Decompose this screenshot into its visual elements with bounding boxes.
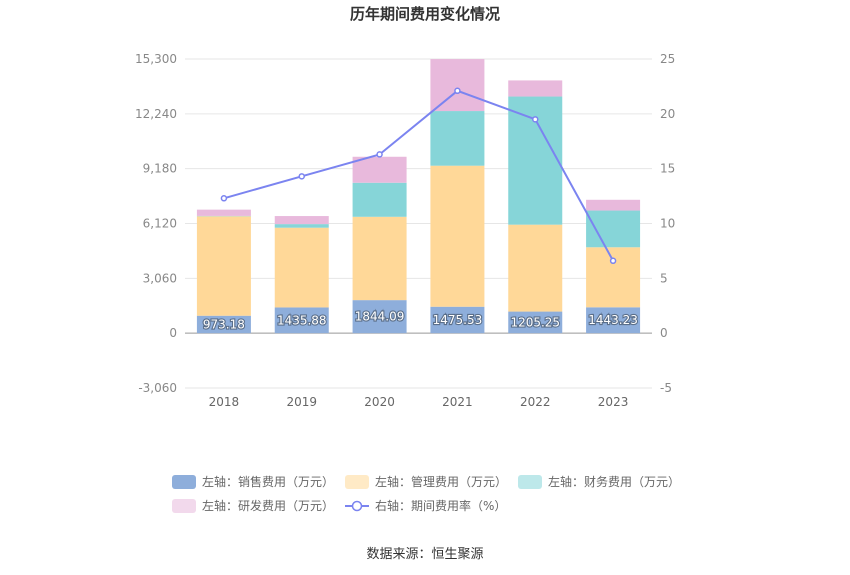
right-tick-label: 15 [660,162,675,176]
bar-segment [508,80,563,97]
x-tick-label: 2018 [209,395,240,409]
left-axis: 15,300 12,240 9,180 6,120 3,060 0 -3,060 [135,52,177,395]
legend-label: 左轴：财务费用（万元） [548,474,680,489]
rate-line [220,87,617,265]
right-tick-label: 10 [660,217,675,231]
bar-segment [508,96,563,225]
bar-value-label: 1435.88 [277,313,327,327]
legend-item: 左轴：研发费用（万元） [172,498,334,513]
legend-label: 左轴：管理费用（万元） [375,474,507,489]
bar-segment [274,216,329,225]
left-tick-label: 6,120 [143,217,177,231]
bar-segment [274,224,329,228]
bar-segment [352,156,407,183]
x-tick-label: 2023 [598,395,629,409]
legend-item: 左轴：管理费用（万元） [345,474,507,489]
legend: 左轴：销售费用（万元） 左轴：管理费用（万元） 左轴：财务费用（万元） 左轴：研发费用… [172,474,680,513]
legend-label: 右轴：期间费用率（%） [375,498,506,513]
rate-point [454,87,461,95]
bar-segment [274,307,329,334]
bar-segment [430,165,485,307]
bar-segment [586,247,641,308]
bar-segment [352,216,407,301]
right-tick-label: 20 [660,107,675,121]
bar-value-label: 1475.53 [433,313,483,327]
right-tick-label: 25 [660,52,675,66]
bar-segment [430,111,485,166]
rate-point [376,151,383,158]
legend-swatch [172,499,196,513]
legend-label: 左轴：研发费用（万元） [202,498,334,513]
left-tick-label: 0 [169,326,177,340]
left-tick-label: 12,240 [135,107,177,121]
bar-value-label: 1844.09 [355,310,405,324]
bar-segment [430,306,485,334]
bars [196,59,641,334]
source-note: 数据来源：恒生聚源 [366,547,483,562]
right-tick-label: 5 [660,271,668,285]
bar-value-label: 973.18 [203,317,245,331]
legend-swatch [518,475,542,489]
bar-segment [430,59,485,112]
legend-swatch [345,475,369,489]
legend-label: 左轴：销售费用（万元） [202,474,334,489]
bar-segment [586,307,641,334]
bar-segment [196,209,251,216]
x-tick-label: 2022 [520,395,551,409]
bar-segment [352,182,407,217]
left-tick-label: 9,180 [143,162,177,176]
legend-item: 左轴：销售费用（万元） [172,474,334,489]
legend-marker [351,500,363,512]
bar-segment [274,227,329,308]
rate-point [298,173,305,180]
bar-value-label: 1205.25 [510,315,560,329]
bar-segment [196,216,251,316]
x-tick-label: 2019 [286,395,317,409]
right-tick-label: 0 [660,326,668,340]
bar-segment [196,315,251,334]
bar-value-label: 1443.23 [588,313,638,327]
rate-point [609,257,617,265]
legend-swatch [172,475,196,489]
legend-item: 右轴：期间费用率（%） [345,498,506,513]
bar-segment [508,311,563,334]
rate-point [532,116,539,123]
chart-title: 历年期间费用变化情况 [350,5,500,23]
x-tick-label: 2021 [442,395,473,409]
x-axis: 2018 2019 2020 2021 2022 2023 [209,395,629,409]
bar-segment [352,300,407,334]
bar-segment [508,224,563,312]
legend-item: 左轴：财务费用（万元） [518,474,680,489]
right-axis: 25 20 15 10 5 0 -5 [660,52,675,395]
bar-segment [586,210,641,248]
x-tick-label: 2020 [364,395,395,409]
bar-labels: 973.18 1435.88 1844.09 1475.53 1205.25 1443.2… [202,309,639,333]
right-tick-label: -5 [660,381,672,395]
grid [185,58,652,389]
left-tick-label: 3,060 [143,271,177,285]
rate-line-path [223,89,614,262]
left-tick-label: -3,060 [138,381,177,395]
left-tick-label: 15,300 [135,52,177,66]
rate-point [220,195,228,202]
bar-segment [586,199,641,211]
